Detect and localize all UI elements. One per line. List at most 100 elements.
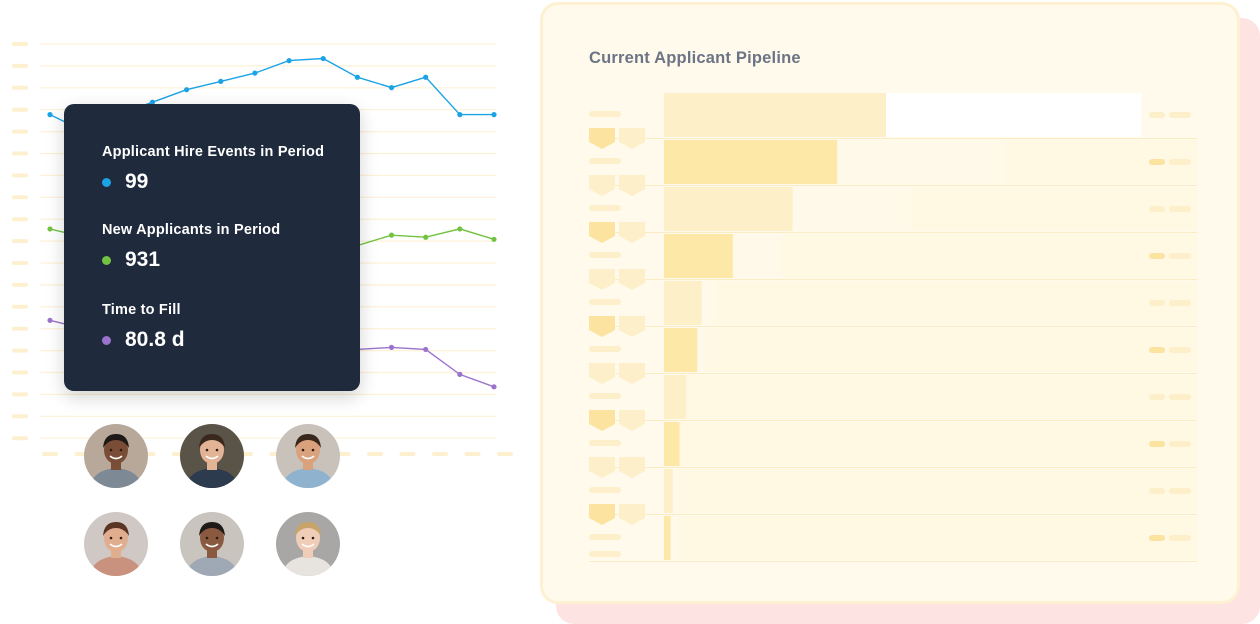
x-tick-placeholder <box>399 452 416 456</box>
data-point <box>423 74 429 80</box>
data-point <box>354 74 360 80</box>
data-point <box>252 70 258 76</box>
pipeline-bar <box>664 281 702 325</box>
pipeline-bar <box>664 422 680 466</box>
row-extension <box>697 328 1197 372</box>
pipeline-bar <box>664 328 698 372</box>
person-photo-icon <box>180 512 244 576</box>
y-tick-placeholder <box>12 348 28 353</box>
tooltip-item-hire-events: Applicant Hire Events in Period 99 <box>102 144 324 194</box>
y-tick-placeholder <box>12 414 28 419</box>
label-placeholder <box>589 346 621 352</box>
data-point <box>457 371 463 377</box>
stage-badge-icon <box>589 269 615 290</box>
x-tick-placeholder <box>497 452 513 456</box>
data-point <box>320 55 326 62</box>
tooltip-item-time-to-fill: Time to Fill 80.8 d <box>102 302 185 352</box>
value-placeholder <box>1149 112 1165 118</box>
y-tick-placeholder <box>12 261 28 265</box>
value-placeholder <box>1149 206 1165 212</box>
label-placeholder <box>589 487 621 493</box>
value-placeholder <box>1149 394 1165 400</box>
row-extension <box>679 422 1197 466</box>
label-placeholder <box>589 252 621 258</box>
tooltip-label: Applicant Hire Events in Period <box>102 144 325 160</box>
y-tick-placeholder <box>12 42 28 46</box>
tooltip-value: 99 <box>125 170 149 193</box>
stage-badge-icon <box>619 269 645 290</box>
pipeline-row <box>589 175 1197 233</box>
value-placeholder <box>1169 300 1191 306</box>
tooltip-value: 80.8 d <box>125 328 185 351</box>
data-point <box>184 87 190 93</box>
stage-badge-icon <box>619 222 645 243</box>
row-extension <box>672 469 1197 513</box>
value-placeholder <box>1169 159 1191 165</box>
pipeline-bar <box>664 93 886 137</box>
pipeline-bar <box>664 516 671 560</box>
stage-badge-icon <box>619 410 645 431</box>
value-placeholder <box>1169 253 1191 259</box>
pipeline-row <box>589 316 1197 374</box>
value-placeholder <box>1169 206 1191 212</box>
y-tick-placeholder <box>12 63 28 68</box>
stage-badge-icon <box>589 316 615 337</box>
pipeline-bar <box>664 469 673 513</box>
y-tick-placeholder <box>12 304 28 309</box>
tooltip-label: Time to Fill <box>102 302 181 318</box>
value-placeholder <box>1169 112 1191 118</box>
value-placeholder <box>1169 394 1191 400</box>
pipeline-row <box>589 269 1197 327</box>
x-tick-placeholder <box>432 452 448 456</box>
y-tick-placeholder <box>12 217 28 222</box>
data-point <box>218 78 224 84</box>
value-placeholder <box>1149 535 1165 541</box>
stage-badge-icon <box>589 410 615 431</box>
data-point <box>491 236 497 242</box>
data-point <box>388 344 395 350</box>
value-placeholder <box>1149 347 1165 353</box>
y-tick-placeholder <box>12 370 28 375</box>
pipeline-bar-chart <box>589 93 1197 562</box>
row-extension <box>732 234 1197 278</box>
stage-badge-icon <box>589 457 615 478</box>
label-placeholder <box>589 158 621 164</box>
pipeline-row <box>589 222 1197 280</box>
row-extension <box>792 187 1197 231</box>
label-placeholder <box>589 205 621 211</box>
stage-badge-icon <box>619 504 645 525</box>
label-placeholder <box>589 534 621 540</box>
data-point <box>423 346 429 353</box>
value-placeholder <box>1169 347 1191 353</box>
tooltip-value: 931 <box>125 248 161 271</box>
metrics-tooltip: Applicant Hire Events in Period 99 New A… <box>64 104 360 391</box>
stage-badge-icon <box>619 457 645 478</box>
pipeline-bar <box>664 187 793 231</box>
row-extension <box>837 140 1197 184</box>
data-point <box>47 226 53 232</box>
pipeline-row <box>589 93 1197 139</box>
person-photo-icon <box>180 424 244 488</box>
stage-badge-icon <box>619 363 645 384</box>
value-placeholder <box>1149 159 1165 165</box>
stage-badge-icon <box>589 504 615 525</box>
value-placeholder <box>1149 253 1165 259</box>
label-placeholder <box>589 299 621 305</box>
stage-badge-icon <box>619 175 645 196</box>
person-photo-icon <box>84 424 148 488</box>
y-tick-placeholder <box>12 151 28 156</box>
data-point <box>286 58 292 64</box>
pipeline-panel: Current Applicant Pipeline <box>540 2 1240 604</box>
x-tick-placeholder <box>42 452 58 456</box>
data-point <box>149 99 156 105</box>
pipeline-row <box>589 457 1197 515</box>
series-dot-icon <box>102 255 111 265</box>
data-point <box>457 112 463 118</box>
stage-badge-icon <box>589 363 615 384</box>
y-tick-placeholder <box>12 85 28 90</box>
pipeline-row <box>589 410 1197 468</box>
data-point <box>388 85 395 91</box>
data-point <box>457 226 463 232</box>
y-tick-placeholder <box>12 392 28 397</box>
value-placeholder <box>1149 441 1165 447</box>
